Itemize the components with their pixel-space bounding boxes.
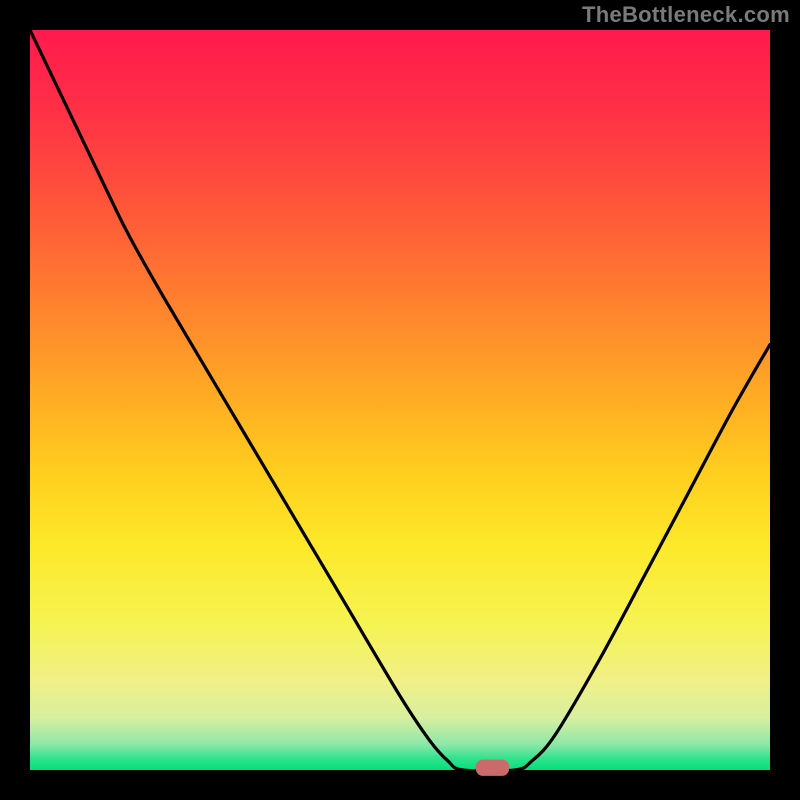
watermark-text: TheBottleneck.com: [582, 2, 790, 28]
optimum-marker: [476, 760, 509, 776]
gradient-background: [30, 30, 770, 770]
bottleneck-chart: [0, 0, 800, 800]
plot-area: [30, 30, 770, 776]
chart-stage: TheBottleneck.com: [0, 0, 800, 800]
